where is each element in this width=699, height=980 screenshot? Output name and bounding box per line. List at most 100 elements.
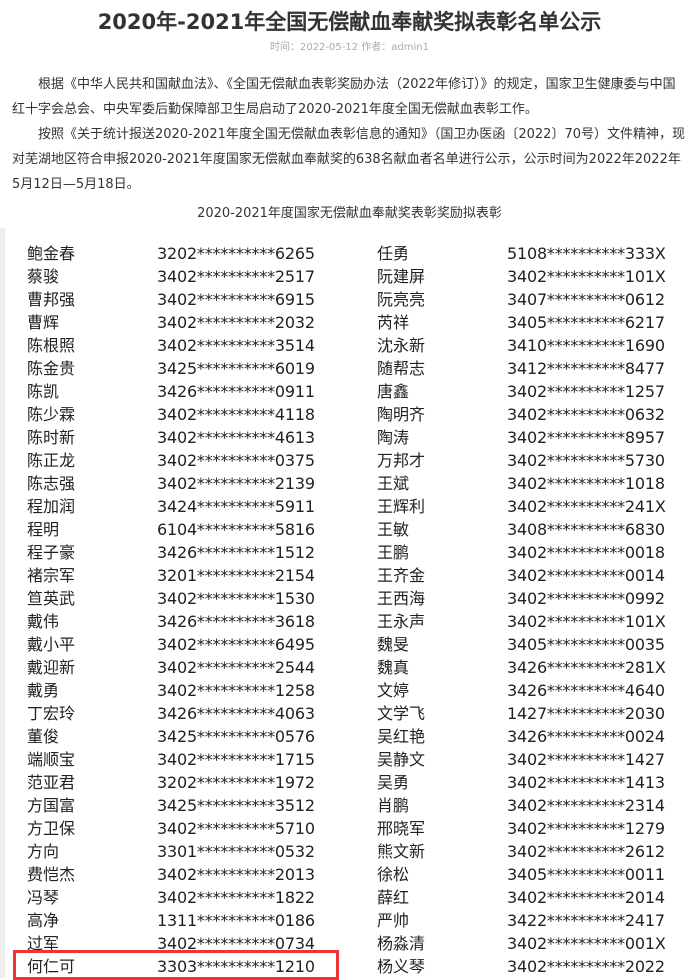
donor-name: 万邦才	[377, 451, 426, 470]
donor-id: 1427**********2030	[507, 704, 665, 723]
donor-name: 戴小平	[27, 635, 76, 654]
donor-id: 3410**********1690	[507, 336, 665, 355]
donor-name: 魏旻	[377, 635, 410, 654]
donor-id: 3426**********0911	[157, 382, 315, 401]
donor-name: 方向	[27, 842, 60, 861]
donor-id: 3402**********1715	[157, 750, 315, 769]
donor-id: 3402**********6915	[157, 290, 315, 309]
donor-id: 3402**********0018	[507, 543, 665, 562]
donor-name: 程加润	[27, 497, 76, 516]
donor-id: 3402**********2022	[507, 957, 665, 976]
donor-name: 王辉利	[377, 497, 426, 516]
donor-name: 方卫保	[27, 819, 76, 838]
donor-id: 3402**********001X	[507, 934, 666, 953]
donor-name: 任勇	[377, 244, 410, 263]
donor-id: 3402**********0992	[507, 589, 665, 608]
donor-id: 5108**********333X	[507, 244, 666, 263]
donor-name: 邢晓军	[377, 819, 426, 838]
donor-id: 3402**********5710	[157, 819, 315, 838]
donor-id: 3402**********0014	[507, 566, 665, 585]
donor-id: 3402**********101X	[507, 612, 666, 631]
donor-id: 3402**********101X	[507, 267, 666, 286]
donor-id: 3424**********5911	[157, 497, 315, 516]
donor-id: 3201**********2154	[157, 566, 315, 585]
donor-name: 阮建屏	[377, 267, 426, 286]
donor-name: 端顺宝	[27, 750, 76, 769]
page-title: 2020年-2021年全国无偿献血奉献奖拟表彰名单公示	[97, 10, 602, 34]
donor-name: 陈凯	[27, 382, 60, 401]
donor-name: 阮亮亮	[377, 290, 426, 309]
donor-id: 3402**********2139	[157, 474, 315, 493]
donor-name: 文学飞	[377, 704, 426, 723]
donor-name: 董俊	[27, 727, 60, 746]
donor-name: 程明	[27, 520, 60, 539]
table-caption: 2020-2021年度国家无偿献血奉献奖表彰奖励拟表彰	[197, 206, 502, 221]
donor-name: 程子豪	[27, 543, 76, 562]
donor-id: 3405**********0011	[507, 865, 665, 884]
donor-name: 冯琴	[27, 888, 60, 907]
donor-id: 3425**********0576	[157, 727, 315, 746]
donor-name: 戴伟	[27, 612, 60, 631]
donor-id: 3426**********1512	[157, 543, 315, 562]
donor-name: 陈根照	[27, 336, 76, 355]
donor-id: 3426**********4640	[507, 681, 665, 700]
donor-name: 何仁可	[27, 957, 76, 976]
donor-name: 褚宗军	[27, 566, 76, 585]
donor-name: 戴迎新	[27, 658, 76, 677]
donor-id: 3402**********2013	[157, 865, 315, 884]
donor-name: 徐松	[377, 865, 410, 884]
donor-id: 3402**********1413	[507, 773, 665, 792]
donor-name: 曹辉	[27, 313, 60, 332]
donor-name: 熊文新	[377, 842, 426, 861]
donor-name: 随帮志	[377, 359, 426, 378]
donor-id: 3402**********4613	[157, 428, 315, 447]
donor-name: 陈志强	[27, 474, 76, 493]
donor-id: 3202**********6265	[157, 244, 315, 263]
donor-name: 王西海	[377, 589, 426, 608]
donor-name: 戴勇	[27, 681, 60, 700]
donor-id: 3402**********2612	[507, 842, 665, 861]
donor-id: 3408**********6830	[507, 520, 665, 539]
donor-id: 3425**********6019	[157, 359, 315, 378]
donor-id: 3402**********0734	[157, 934, 315, 953]
donor-id: 3412**********8477	[507, 359, 665, 378]
donor-id: 3402**********1018	[507, 474, 665, 493]
donor-id: 3202**********1972	[157, 773, 315, 792]
donor-name: 方国富	[27, 796, 76, 815]
left-border	[0, 228, 5, 978]
donor-name: 严帅	[377, 911, 410, 930]
donor-name: 丁宏玲	[27, 704, 76, 723]
donor-name: 曹邦强	[27, 290, 76, 309]
donor-id: 3402**********1427	[507, 750, 665, 769]
donor-name: 芮祥	[377, 313, 410, 332]
donor-id: 3422**********2417	[507, 911, 665, 930]
donor-id: 3301**********0532	[157, 842, 315, 861]
donor-name: 陈少霖	[27, 405, 76, 424]
donor-name: 肖鹏	[377, 796, 410, 815]
donor-name: 吴红艳	[377, 727, 426, 746]
paragraph-1: 根据《中华人民共和国献血法》、《全国无偿献血表彰奖励办法（2022年修订）》的规…	[12, 77, 676, 117]
donor-name: 笪英武	[27, 589, 76, 608]
donor-id: 3402**********5730	[507, 451, 665, 470]
highlight-box	[13, 950, 339, 980]
donor-name: 王永声	[377, 612, 426, 631]
donor-id: 3402**********2314	[507, 796, 665, 815]
donor-id: 3407**********0612	[507, 290, 665, 309]
donor-name: 王齐金	[377, 566, 426, 585]
donor-id: 3402**********2517	[157, 267, 315, 286]
donor-id: 3425**********3512	[157, 796, 315, 815]
donor-id: 3402**********0375	[157, 451, 315, 470]
donor-id: 3402**********0632	[507, 405, 665, 424]
donor-id: 6104**********5816	[157, 520, 315, 539]
donor-id: 1311**********0186	[157, 911, 315, 930]
donor-id: 3405**********6217	[507, 313, 665, 332]
donor-name: 陈金贵	[27, 359, 76, 378]
donor-id: 3402**********2544	[157, 658, 315, 677]
donor-name: 魏真	[377, 658, 410, 677]
donor-id: 3405**********0035	[507, 635, 665, 654]
donor-id: 3402**********3514	[157, 336, 315, 355]
donor-name: 陶涛	[377, 428, 410, 447]
donor-name: 王敏	[377, 520, 410, 539]
donor-name: 杨淼清	[377, 934, 426, 953]
donor-name: 王斌	[377, 474, 410, 493]
